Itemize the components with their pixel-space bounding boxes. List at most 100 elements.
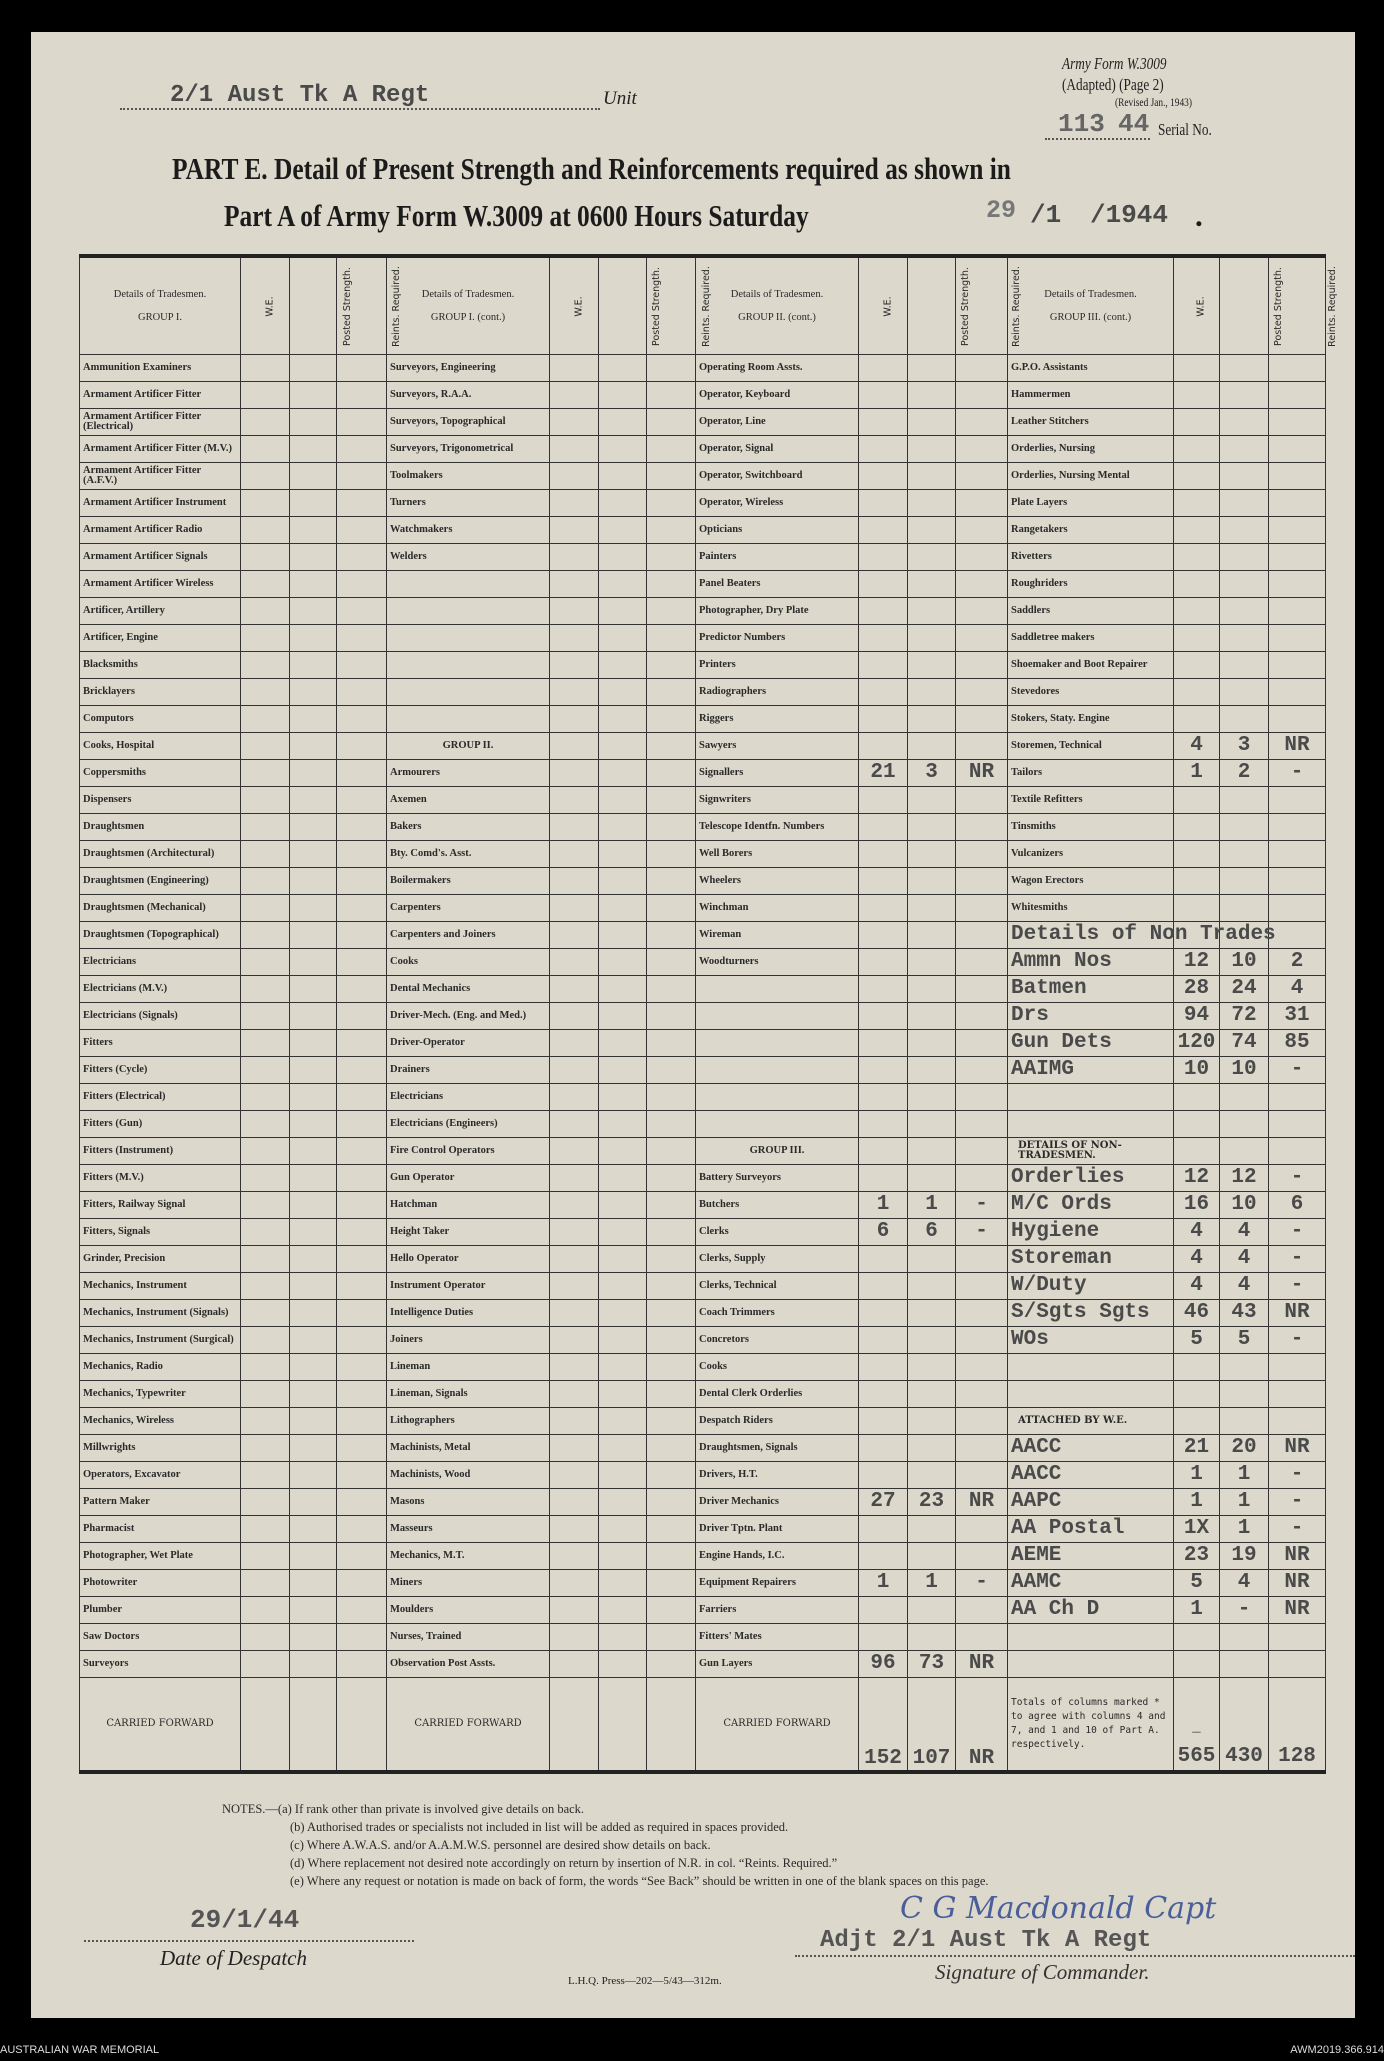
cell-posted [1219,705,1269,733]
cell-we [240,759,290,787]
cell-posted: 1 [1219,1515,1269,1543]
trade-label: Sawyers [695,732,859,760]
trade-label: Draughtsmen (Topographical) [79,921,241,949]
trade-label: Surveyors, Topographical [386,408,550,436]
cell-reints [646,408,696,436]
cell-we [549,462,599,490]
trade-label: Computors [79,705,241,733]
cell-we [858,1596,908,1624]
cell-we [1173,435,1220,463]
cell-posted [1219,462,1269,490]
cell-posted [289,1299,337,1327]
cell-we [240,1002,290,1030]
cell-reints [955,786,1008,814]
trade-label: Carpenters and Joiners [386,921,550,949]
total-reints-value: 128 [1278,1745,1316,1768]
cell-reints [646,1407,696,1435]
cell-we [858,921,908,949]
cell-reints [646,732,696,760]
cell-posted [907,516,956,544]
cell-we [240,408,290,436]
cell-we [240,516,290,544]
cell-reints [646,975,696,1003]
cell-reints [336,1353,387,1381]
cell-posted [907,597,956,625]
trade-label: AACC [1007,1461,1174,1489]
header-reints-wrap: Reints. Required. [666,266,711,347]
trade-label: Armament Artificer Fitter [79,381,241,409]
cell-we [240,1650,290,1678]
cell-posted [598,1029,647,1057]
cell-we [858,1353,908,1381]
cell-posted [598,1002,647,1030]
cell-we [858,381,908,409]
cell-reints [1268,1650,1326,1678]
table-row: Surveyors Observation Post Assts. Gun Laye… [79,1650,1326,1678]
trade-label: Gun Operator [386,1164,550,1192]
cell-posted [598,624,647,652]
trade-label: Fitters' Mates [695,1623,859,1651]
serial-dotted-line [1045,138,1150,140]
cell-reints: - [1268,759,1326,787]
cell-reints: NR [955,759,1008,787]
trade-label: Masseurs [386,1515,550,1543]
report-date-month: /1 [1030,200,1062,230]
cell-reints [646,354,696,382]
cell-we: 28 [1173,975,1220,1003]
trade-label: Fitters, Railway Signal [79,1191,241,1219]
carried-forward-label: CARRIED FORWARD [79,1677,241,1773]
cell-reints [955,1461,1008,1489]
trade-label: AEME [1007,1542,1174,1570]
table-row: Electricians (M.V.) Dental Mechanics Batme… [79,975,1326,1003]
cell-posted [1219,570,1269,598]
title-line-1: PART E. Detail of Present Strength and R… [172,151,1011,186]
cell-posted: 43 [1219,1299,1269,1327]
trade-label: Electricians (Engineers) [386,1110,550,1138]
trade-label: Draughtsmen (Mechanical) [79,894,241,922]
cell-we [858,1245,908,1273]
cell-reints: - [1268,1245,1326,1273]
cell-we [549,894,599,922]
cell-posted: 20 [1219,1434,1269,1462]
trade-label: Armament Artificer Fitter (A.F.V.) [79,462,241,490]
cell-reints [646,759,696,787]
table-row: Pattern Maker Masons Driver Mechanics 27 23 N… [79,1488,1326,1516]
cell-reints [336,354,387,382]
cell-reints [1268,1137,1326,1165]
cell-we [240,921,290,949]
cell-we [1173,678,1220,706]
cell-we [858,1029,908,1057]
table-row: Saw Doctors Nurses, Trained Fitters' Mates [79,1623,1326,1651]
trade-label: Fitters (Cycle) [79,1056,241,1084]
cell-posted [289,462,337,490]
cell-reints [955,948,1008,976]
cell-reints [336,462,387,490]
cell-we [549,975,599,1003]
cell-posted [907,1326,956,1354]
cell-posted [289,354,337,382]
table-row: Photowriter Miners Equipment Repairers 1 1- A… [79,1569,1326,1597]
cell-we [240,1569,290,1597]
cell-we [858,1434,908,1462]
cell-reints [1268,894,1326,922]
cell-we [240,1542,290,1570]
cell-posted [289,1164,337,1192]
cell-reints [336,1245,387,1273]
cell-we [549,813,599,841]
trade-label: Wireman [695,921,859,949]
report-date-year: /1944 [1090,200,1169,230]
cell-posted [289,1110,337,1138]
cell-reints [955,1164,1008,1192]
cell-reints [646,570,696,598]
trade-label: Turners [386,489,550,517]
cell-posted [598,408,647,436]
cell-posted [598,759,647,787]
table-row: Armament Artificer Fitter Surveyors, R.A.… [79,381,1326,409]
note-c: (c) Where A.W.A.S. and/or A.A.M.W.S. per… [290,1838,711,1852]
cell-posted [907,1110,956,1138]
cell-reints [336,543,387,571]
cell-we [240,1407,290,1435]
cell-we [549,786,599,814]
cell-reints [336,1002,387,1030]
cell-reints [336,516,387,544]
